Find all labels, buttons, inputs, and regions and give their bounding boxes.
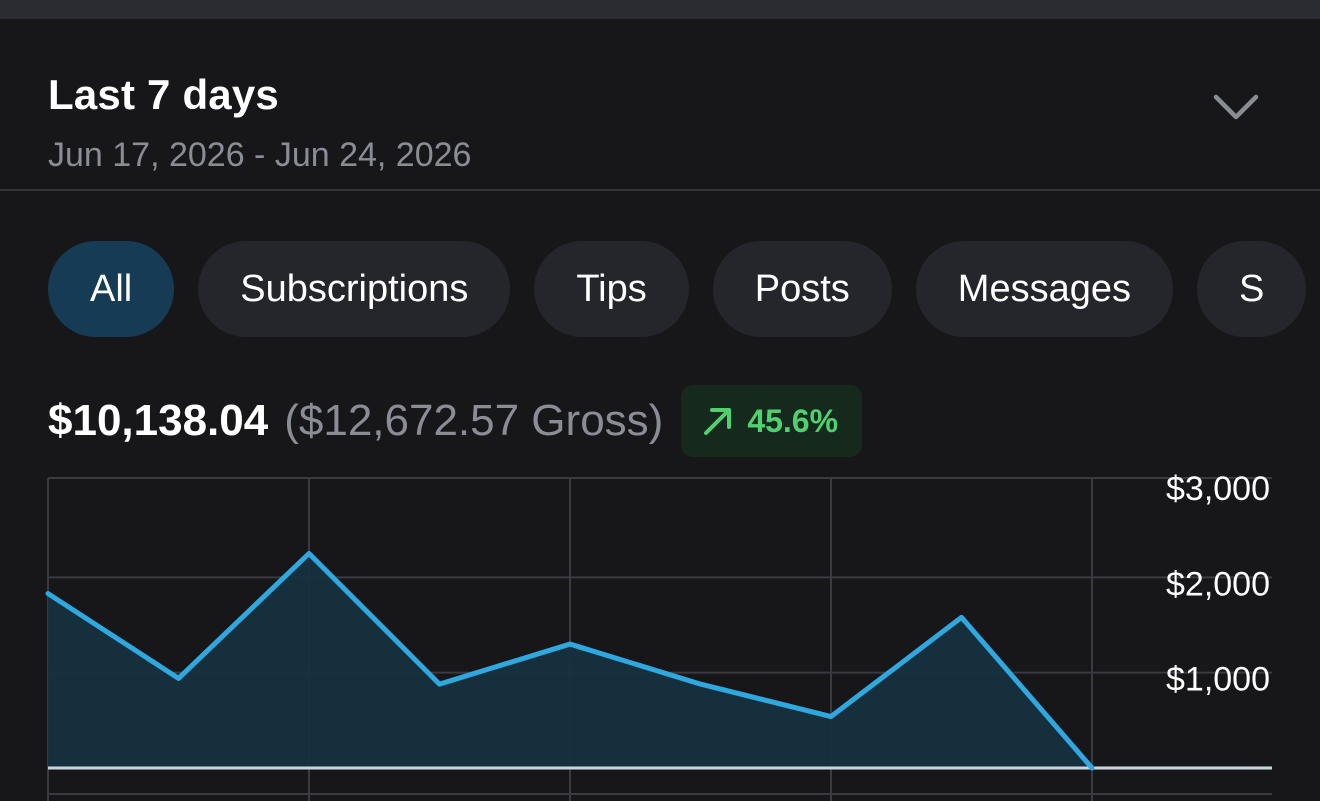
y-tick-label: $1,000	[1166, 661, 1270, 699]
date-range-title: Last 7 days	[48, 71, 279, 118]
trend-up-arrow-icon	[704, 408, 732, 435]
change-percent: 45.6%	[747, 402, 839, 439]
tab-subscriptions[interactable]: Subscriptions	[198, 241, 511, 337]
earnings-summary: $10,138.04 ($12,672.57 Gross) 45.6%	[48, 385, 863, 457]
y-tick-label: $2,000	[1166, 565, 1270, 603]
tab-posts[interactable]: Posts	[712, 241, 892, 337]
earnings-filter-tabs: All Subscriptions Tips Posts Messages S	[48, 241, 1307, 337]
chevron-down-icon[interactable]	[1208, 87, 1264, 127]
divider	[0, 189, 1320, 191]
date-range-selector[interactable]: Last 7 days Jun 17, 2026 - Jun 24, 2026	[0, 19, 1320, 191]
gross-earnings: ($12,672.57 Gross)	[284, 396, 664, 445]
earnings-chart: $3,000 $2,000 $1,000	[45, 470, 1272, 801]
change-badge: 45.6%	[681, 385, 863, 457]
date-range-dates: Jun 17, 2026 - Jun 24, 2026	[48, 136, 472, 174]
tab-partial[interactable]: S	[1197, 241, 1307, 337]
y-tick-label: $3,000	[1166, 470, 1270, 508]
status-bar-strip	[0, 0, 1320, 19]
net-earnings: $10,138.04	[48, 396, 269, 445]
series-area	[48, 553, 1092, 768]
tab-messages[interactable]: Messages	[915, 241, 1173, 337]
tab-all[interactable]: All	[48, 241, 175, 337]
tab-tips[interactable]: Tips	[534, 241, 689, 337]
